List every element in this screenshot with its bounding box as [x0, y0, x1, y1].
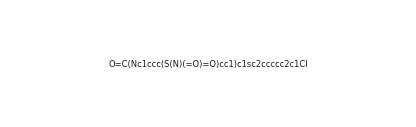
Text: O=C(Nc1ccc(S(N)(=O)=O)cc1)c1sc2ccccc2c1Cl: O=C(Nc1ccc(S(N)(=O)=O)cc1)c1sc2ccccc2c1C… [108, 60, 308, 68]
